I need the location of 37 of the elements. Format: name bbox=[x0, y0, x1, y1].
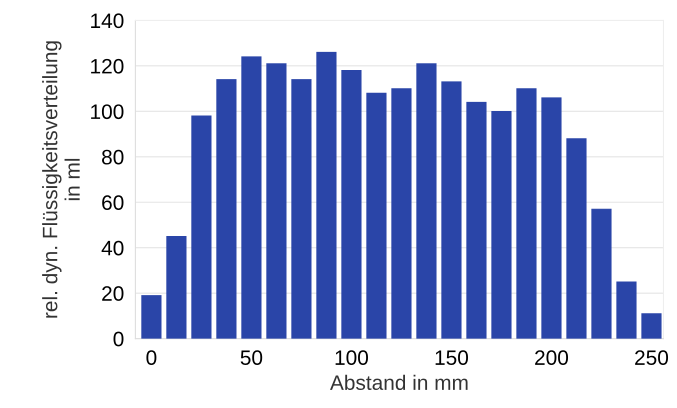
bar bbox=[341, 70, 362, 339]
y-tick-label: 120 bbox=[91, 58, 124, 74]
bar bbox=[466, 102, 487, 339]
bar bbox=[241, 56, 262, 339]
x-tick-label: 0 bbox=[146, 350, 156, 366]
y-tick-label: 140 bbox=[91, 13, 124, 28]
bar bbox=[266, 63, 287, 339]
bar bbox=[191, 116, 212, 339]
x-tick-label: 200 bbox=[535, 350, 568, 366]
y-tick-label: 20 bbox=[102, 286, 124, 301]
y-tick-label: 40 bbox=[102, 240, 124, 256]
x-tick-label: 50 bbox=[240, 350, 262, 366]
bar bbox=[641, 313, 662, 339]
y-tick-label: 60 bbox=[102, 195, 124, 210]
x-axis-title: Abstand in mm bbox=[330, 374, 468, 390]
bar bbox=[141, 295, 162, 339]
bar bbox=[516, 88, 537, 339]
y-tick-label: 80 bbox=[102, 150, 124, 165]
bar bbox=[591, 208, 612, 339]
bar bbox=[391, 88, 412, 339]
bar bbox=[216, 79, 237, 339]
x-tick-label: 150 bbox=[436, 350, 468, 366]
bar bbox=[566, 138, 587, 339]
y-tick-label: 0 bbox=[114, 332, 124, 346]
bar bbox=[291, 79, 312, 339]
x-tick-label: 250 bbox=[635, 350, 668, 366]
bar bbox=[491, 110, 512, 339]
bar bbox=[366, 92, 387, 339]
bar bbox=[416, 63, 437, 339]
x-tick-label: 100 bbox=[336, 350, 368, 366]
bar bbox=[541, 97, 562, 339]
y-tick-label: 100 bbox=[91, 104, 124, 120]
bar bbox=[166, 236, 187, 339]
y-axis-title: rel. dyn. Flüssigkeitsverteilung in ml bbox=[42, 41, 80, 318]
bar bbox=[441, 81, 462, 339]
bar bbox=[316, 52, 337, 339]
bar bbox=[616, 281, 637, 339]
